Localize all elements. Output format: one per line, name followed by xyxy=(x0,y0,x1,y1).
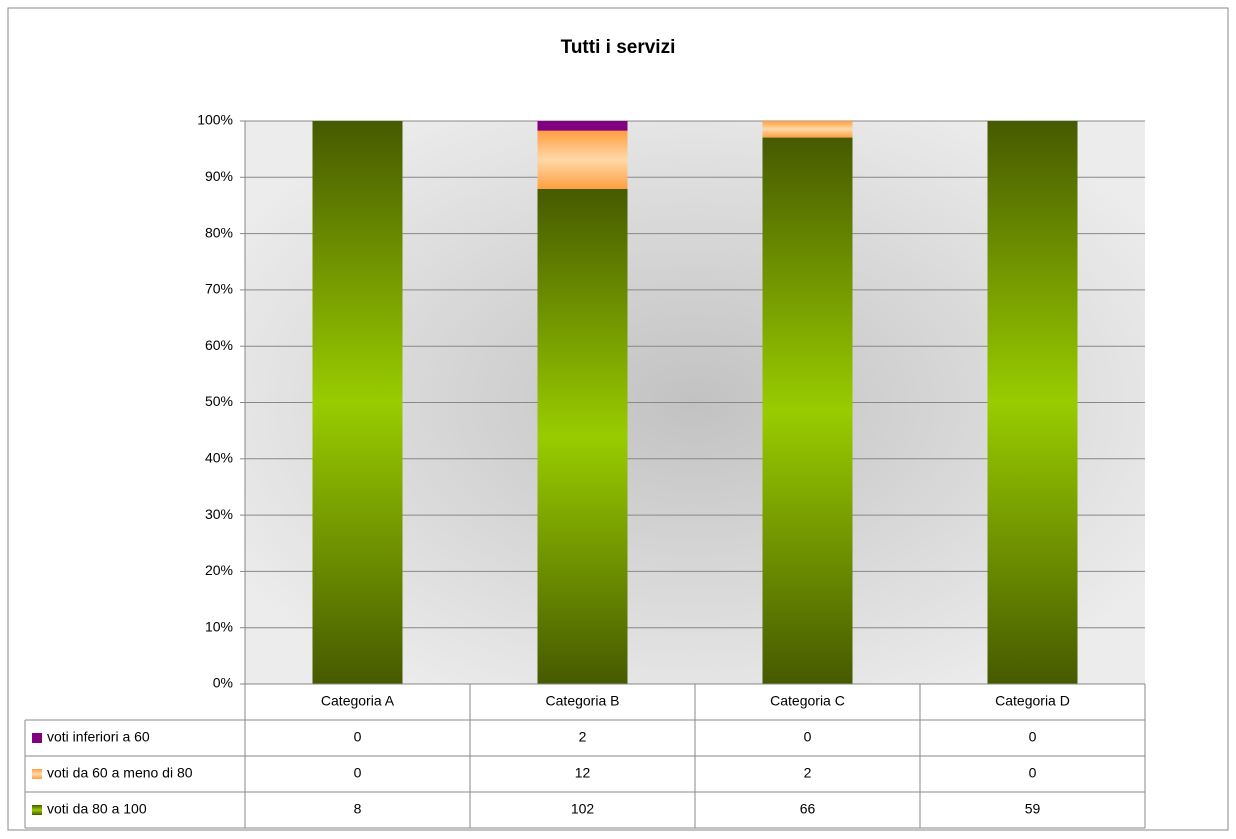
x-tick-label: Categoria B xyxy=(546,693,620,709)
table-value: 8 xyxy=(354,801,362,817)
table-value: 0 xyxy=(354,729,362,745)
table-value: 0 xyxy=(354,765,362,781)
legend-label: voti da 80 a 100 xyxy=(47,801,147,817)
legend-label: voti da 60 a meno di 80 xyxy=(47,765,193,781)
table-value: 66 xyxy=(800,801,816,817)
table-value: 12 xyxy=(575,765,591,781)
x-tick-label: Categoria D xyxy=(995,693,1070,709)
x-tick-label: Categoria A xyxy=(321,693,395,709)
y-tick-label: 20% xyxy=(205,562,233,578)
legend-swatch xyxy=(32,733,42,743)
table-value: 59 xyxy=(1025,801,1041,817)
y-tick-label: 40% xyxy=(205,450,233,466)
table-value: 2 xyxy=(579,729,587,745)
table-value: 2 xyxy=(804,765,812,781)
y-tick-label: 60% xyxy=(205,337,233,353)
x-tick-label: Categoria C xyxy=(770,693,845,709)
bar-segment xyxy=(537,188,628,684)
y-tick-label: 0% xyxy=(213,675,233,691)
y-tick-label: 80% xyxy=(205,224,233,240)
legend-label: voti inferiori a 60 xyxy=(47,729,150,745)
bar-segment xyxy=(312,121,403,684)
table-value: 0 xyxy=(804,729,812,745)
y-tick-label: 100% xyxy=(197,112,233,128)
y-tick-label: 70% xyxy=(205,281,233,297)
bar-segment xyxy=(762,121,853,138)
table-value: 0 xyxy=(1029,729,1037,745)
y-tick-label: 50% xyxy=(205,393,233,409)
bar-segment xyxy=(537,121,628,131)
legend-swatch xyxy=(32,805,42,815)
bar-segment xyxy=(762,137,853,684)
legend-swatch xyxy=(32,769,42,779)
y-tick-label: 90% xyxy=(205,168,233,184)
table-value: 0 xyxy=(1029,765,1037,781)
bar-segment xyxy=(537,130,628,189)
table-value: 102 xyxy=(571,801,595,817)
y-tick-label: 10% xyxy=(205,618,233,634)
y-tick-label: 30% xyxy=(205,506,233,522)
chart-title: Tutti i servizi xyxy=(561,37,676,58)
bar-segment xyxy=(987,121,1078,684)
